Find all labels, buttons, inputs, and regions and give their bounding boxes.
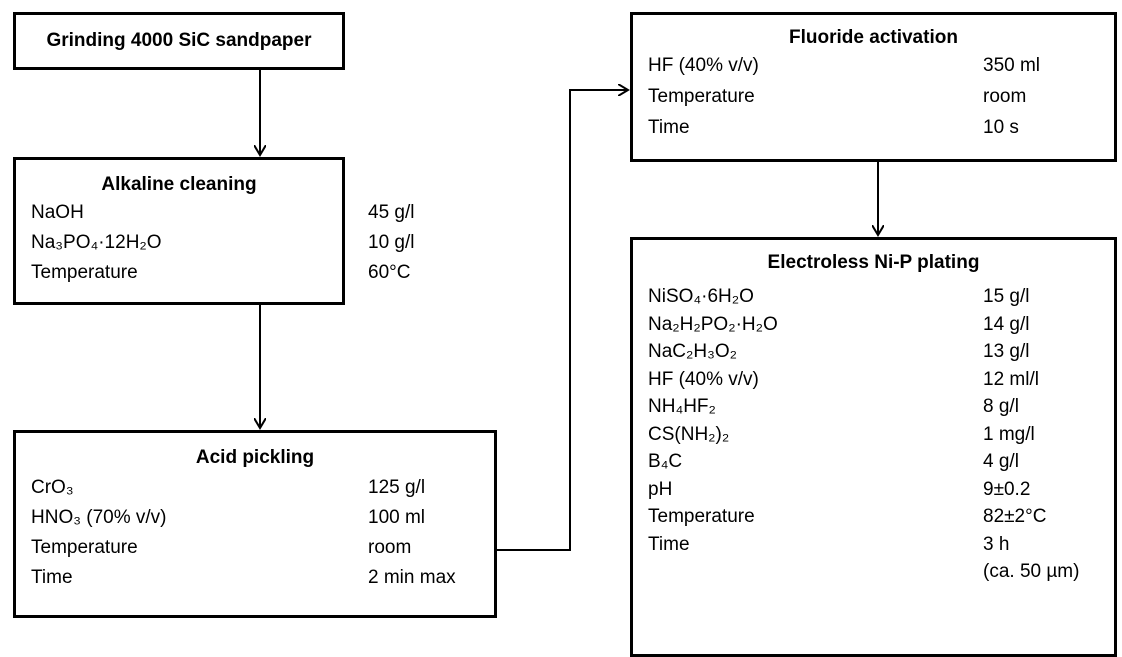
parameter-label: HF (40% v/v) — [648, 368, 759, 390]
parameter-value: 10 s — [983, 117, 1019, 138]
parameter-label: HF (40% v/v) — [648, 55, 759, 76]
parameter-value: 1 mg/l — [983, 423, 1035, 445]
parameter-label: Temperature — [31, 537, 138, 558]
process-box: Alkaline cleaning NaOH 45 g/l Na₃PO₄·12H₂O 1… — [13, 157, 414, 305]
box-title: Electroless Ni-P plating — [767, 252, 980, 273]
parameter-label: Temperature — [31, 262, 138, 283]
parameter-value: room — [368, 537, 412, 558]
parameter-value: 14 g/l — [983, 313, 1030, 335]
box-title: Acid pickling — [195, 447, 315, 468]
process-box: Grinding 4000 SiC sandpaper — [13, 12, 345, 70]
parameter-value: 45 g/l — [368, 202, 415, 223]
parameter-label: Temperature — [648, 506, 755, 527]
parameter-value: 60°C — [368, 262, 411, 283]
process-box: Acid pickling CrO₃ 125 g/l HNO₃ (70% v/v) 10… — [13, 430, 497, 618]
box-title: Fluoride activation — [789, 27, 958, 48]
parameter-label: Time — [648, 117, 690, 138]
parameter-value: 10 g/l — [368, 232, 415, 253]
parameter-label: CrO₃ — [31, 477, 74, 498]
arrow — [497, 90, 628, 551]
parameter-value: 15 g/l — [983, 286, 1030, 307]
parameter-label: Temperature — [648, 86, 755, 107]
process-box: Electroless Ni-P plating NiSO₄·6H₂O 15 g/l… — [630, 237, 1117, 657]
box-title: Grinding 4000 SiC sandpaper — [46, 30, 312, 51]
process-box: Fluoride activation HF (40% v/v) 350 ml Tem… — [630, 12, 1117, 162]
parameter-value: 350 ml — [983, 55, 1041, 76]
parameter-value: 2 min max — [368, 567, 456, 588]
parameter-label: CS(NH₂)₂ — [648, 423, 730, 445]
parameter-value: 3 h — [983, 533, 1010, 555]
parameter-label: pH — [648, 478, 673, 500]
parameter-value: 82±2°C — [983, 506, 1047, 527]
parameter-value: 9±0.2 — [983, 478, 1031, 500]
parameter-label: NaOH — [31, 202, 84, 223]
parameter-label: Time — [648, 533, 690, 555]
parameter-label: Na₃PO₄·12H₂O — [31, 232, 162, 253]
parameter-note: (ca. 50 µm) — [983, 561, 1080, 582]
parameter-value: 12 ml/l — [983, 368, 1039, 390]
parameter-value: 125 g/l — [368, 477, 426, 498]
parameter-value: room — [983, 86, 1027, 107]
parameter-value: 100 ml — [368, 507, 426, 528]
parameter-label: Time — [31, 567, 73, 588]
parameter-value: 4 g/l — [983, 451, 1019, 472]
parameter-label: Na₂H₂PO₂·H₂O — [648, 313, 778, 335]
parameter-label: NaC₂H₃O₂ — [648, 341, 737, 362]
parameter-label: NiSO₄·6H₂O — [648, 286, 754, 307]
parameter-label: HNO₃ (70% v/v) — [31, 507, 167, 528]
parameter-value: 13 g/l — [983, 341, 1030, 362]
parameter-value: 8 g/l — [983, 396, 1019, 417]
parameter-label: B₄C — [648, 451, 683, 472]
parameter-label: NH₄HF₂ — [648, 396, 716, 417]
box-title: Alkaline cleaning — [101, 174, 257, 195]
